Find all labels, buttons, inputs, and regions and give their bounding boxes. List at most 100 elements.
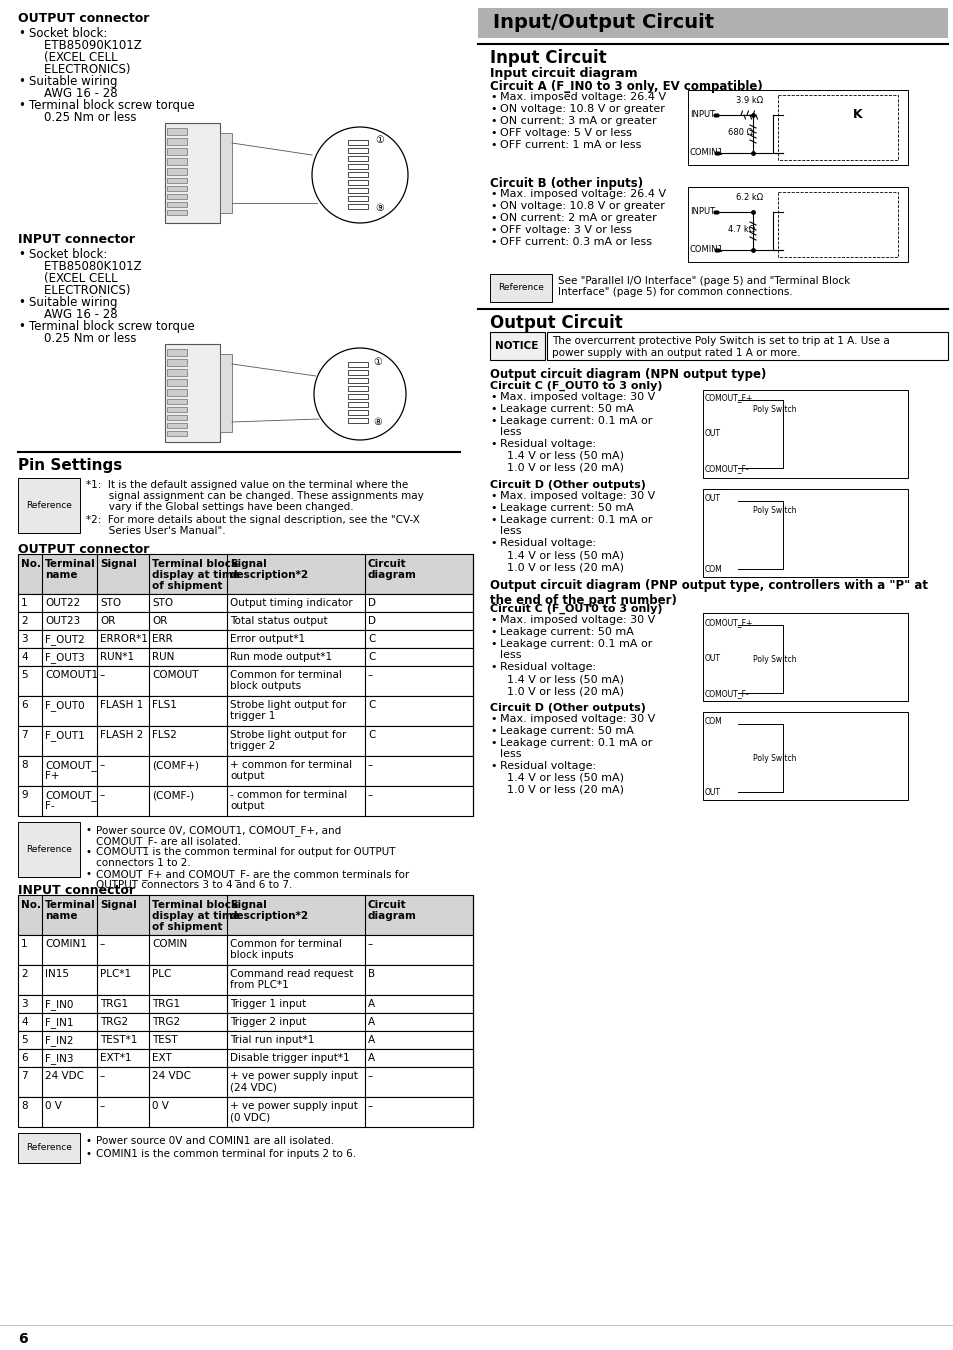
Text: ERR: ERR [152,634,172,644]
Text: •: • [490,404,496,414]
Text: Reference: Reference [26,1143,71,1153]
Text: COMIN1: COMIN1 [689,148,723,157]
Text: 4.7 kΩ: 4.7 kΩ [727,225,755,234]
Text: –: – [368,670,373,680]
Text: Socket block:: Socket block: [29,27,108,40]
Bar [165,123,220,223]
Text: FLS2: FLS2 [152,730,176,740]
Bar [702,613,907,701]
Bar [18,594,473,612]
Text: OUT23: OUT23 [45,616,80,626]
Text: Power source 0V, COMOUT1, COMOUT_F+, and: Power source 0V, COMOUT1, COMOUT_F+, and [96,825,341,836]
Text: 1.0 V or less (20 mA): 1.0 V or less (20 mA) [499,562,623,572]
Text: Disable trigger input*1: Disable trigger input*1 [230,1053,349,1062]
Text: –: – [100,940,105,949]
Text: Command read request: Command read request [230,969,353,979]
Text: Circuit C (F_OUT0 to 3 only): Circuit C (F_OUT0 to 3 only) [490,603,661,614]
Text: 1: 1 [21,940,28,949]
Text: TRG1: TRG1 [152,999,180,1008]
Text: COMOUT1: COMOUT1 [45,670,98,680]
Text: INPUT: INPUT [689,207,715,216]
Text: 0 V: 0 V [152,1102,169,1111]
Text: ON current: 3 mA or greater: ON current: 3 mA or greater [499,116,656,126]
Text: output: output [230,771,264,782]
Text: 2: 2 [21,969,28,979]
Text: COMIN1: COMIN1 [45,940,87,949]
Text: •: • [490,104,496,113]
Text: 1: 1 [21,598,28,608]
Text: Circuit A (F_IN0 to 3 only, EV compatible): Circuit A (F_IN0 to 3 only, EV compatibl… [490,80,762,93]
Text: Circuit: Circuit [368,900,406,910]
Text: Common for terminal: Common for terminal [230,670,341,680]
Text: 9: 9 [21,790,28,801]
Text: COMOUT_F-: COMOUT_F- [704,688,749,698]
Text: 1.0 V or less (20 mA): 1.0 V or less (20 mA) [499,686,623,697]
Text: 1.0 V or less (20 mA): 1.0 V or less (20 mA) [499,784,623,795]
Bar [687,188,907,262]
Text: Residual voltage:: Residual voltage: [499,539,596,548]
Text: EXT: EXT [152,1053,172,1062]
Text: COMOUT_F- are all isolated.: COMOUT_F- are all isolated. [96,836,241,846]
Bar [167,128,187,135]
Text: Circuit C (F_OUT0 to 3 only): Circuit C (F_OUT0 to 3 only) [490,381,661,392]
Text: Circuit: Circuit [368,559,406,568]
Text: Leakage current: 0.1 mA or: Leakage current: 0.1 mA or [499,416,652,427]
Bar [167,211,187,215]
Text: OFF voltage: 3 V or less: OFF voltage: 3 V or less [499,225,631,235]
Text: •: • [18,27,25,40]
Text: Leakage current: 50 mA: Leakage current: 50 mA [499,726,633,736]
Text: Input Circuit: Input Circuit [490,49,606,68]
Text: COMOUT1 is the common terminal for output for OUTPUT: COMOUT1 is the common terminal for outpu… [96,846,395,857]
Text: COMOUT_F+: COMOUT_F+ [704,393,753,402]
Text: A: A [368,999,375,1008]
Bar [348,157,368,161]
Text: 3: 3 [21,999,28,1008]
Bar [18,756,473,786]
Text: Terminal block screw torque: Terminal block screw torque [29,320,194,333]
Bar [18,648,473,666]
Bar [220,134,232,213]
Text: Strobe light output for: Strobe light output for [230,730,346,740]
Bar [18,822,80,878]
Text: Circuit D (Other outputs): Circuit D (Other outputs) [490,703,645,713]
Text: •: • [18,99,25,112]
Bar [220,354,232,432]
Text: (0 VDC): (0 VDC) [230,1112,270,1122]
Text: Circuit D (Other outputs): Circuit D (Other outputs) [490,481,645,490]
Text: Reference: Reference [497,284,543,293]
Text: •: • [490,738,496,748]
Text: Signal: Signal [100,900,136,910]
Bar [167,178,187,184]
Text: less: less [499,649,521,660]
Bar [348,171,368,177]
Text: •: • [490,504,496,513]
Text: •: • [490,639,496,649]
Bar [490,332,544,360]
Text: AWG 16 - 28: AWG 16 - 28 [29,308,117,321]
Text: A: A [368,1035,375,1045]
Bar [348,140,368,144]
Bar [18,1031,473,1049]
Text: Output circuit diagram (NPN output type): Output circuit diagram (NPN output type) [490,369,765,381]
Text: •: • [18,320,25,333]
Bar [546,332,947,360]
Text: •: • [490,616,496,625]
Bar [702,711,907,801]
Text: D: D [368,616,375,626]
Text: (EXCEL CELL: (EXCEL CELL [29,271,117,285]
Text: •: • [490,626,496,637]
Bar [18,965,473,995]
Text: D: D [368,598,375,608]
Bar [18,1012,473,1031]
Text: 680 Ω: 680 Ω [727,128,752,136]
Text: Series User's Manual".: Series User's Manual". [86,526,226,536]
Text: FLASH 2: FLASH 2 [100,730,143,740]
Bar [348,394,368,400]
Text: •: • [490,116,496,126]
Bar [348,386,368,391]
Text: C: C [368,652,375,662]
Text: B: B [368,969,375,979]
Text: •: • [490,225,496,235]
Text: *1:  It is the default assigned value on the terminal where the: *1: It is the default assigned value on … [86,481,408,490]
Text: Socket block:: Socket block: [29,248,108,261]
